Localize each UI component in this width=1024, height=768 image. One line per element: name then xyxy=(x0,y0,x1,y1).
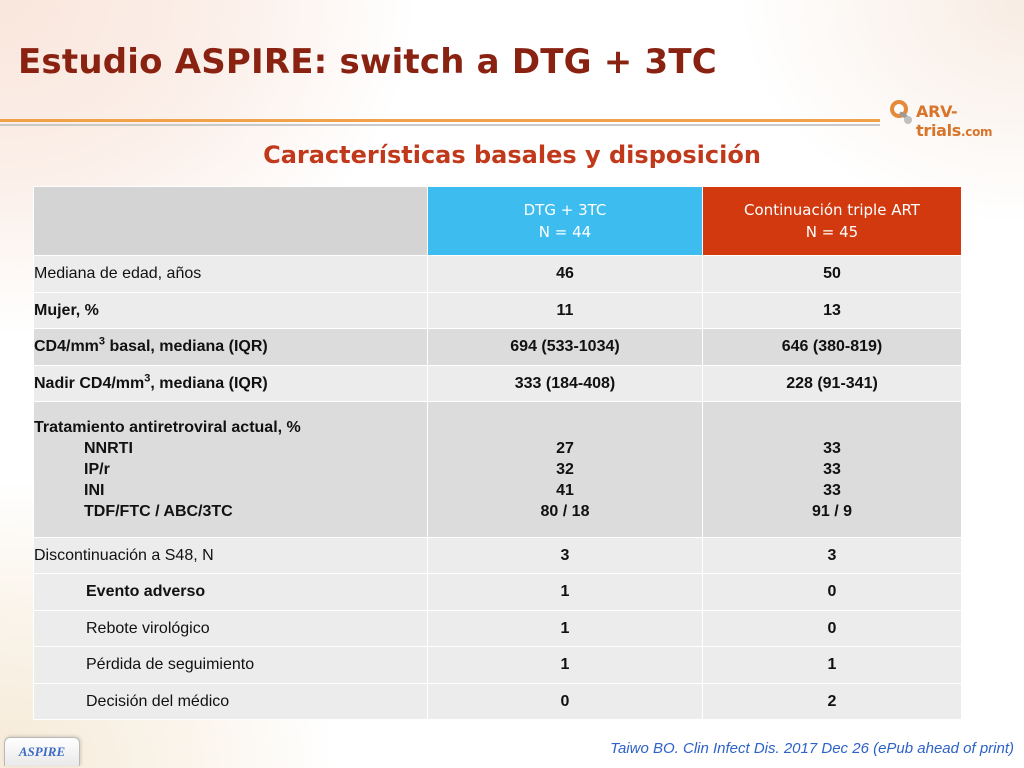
row-label-rebound: Rebote virológico xyxy=(33,610,428,647)
logo-suffix: .com xyxy=(961,125,993,139)
table-row: Decisión del médico 0 2 xyxy=(33,683,962,720)
cell-cont-cd4: 646 (380-819) xyxy=(702,328,962,366)
table-row: Evento adverso 1 0 xyxy=(33,573,962,611)
title-underline-orange xyxy=(0,119,880,122)
table-row: Mediana de edad, años 46 50 xyxy=(33,255,962,293)
cell-dtg-cd4: 694 (533-1034) xyxy=(427,328,703,366)
nadir-label-pre: Nadir CD4/mm xyxy=(34,374,145,392)
cell-cont-art: 33 33 33 91 / 9 xyxy=(702,401,962,538)
cell-cont-rebound: 0 xyxy=(702,610,962,647)
cell-dtg-age: 46 xyxy=(427,255,703,293)
cell-cont-ae: 0 xyxy=(702,573,962,611)
citation: Taiwo BO. Clin Infect Dis. 2017 Dec 26 (… xyxy=(610,740,1014,757)
cd4-label-post: basal, mediana (IQR) xyxy=(105,338,268,355)
cell-cont-lost: 1 xyxy=(702,646,962,684)
header-dtg-name: DTG + 3TC xyxy=(523,201,607,219)
table-row: Discontinuación a S48, N 3 3 xyxy=(33,537,962,574)
cd4-label-sup: 3 xyxy=(98,335,106,348)
art-label: Tratamiento antiretroviral actual, % xyxy=(34,419,301,436)
nadir-label-sup: 3 xyxy=(144,372,151,385)
header-continuation: Continuación triple ART N = 45 xyxy=(702,186,962,256)
dtg-art-nnrti: 27 xyxy=(556,439,574,457)
art-sub-backbone: TDF/FTC / ABC/3TC xyxy=(84,503,233,520)
cell-dtg-women: 11 xyxy=(427,292,703,329)
table-row: Rebote virológico 1 0 xyxy=(33,610,962,647)
row-label-art: Tratamiento antiretroviral actual, % NNR… xyxy=(33,401,428,538)
row-label-disc: Discontinuación a S48, N xyxy=(33,537,428,574)
header-dtg-3tc: DTG + 3TC N = 44 xyxy=(427,186,703,256)
table-row: Pérdida de seguimiento 1 1 xyxy=(33,646,962,684)
art-sub-nnrti: NNRTI xyxy=(84,440,133,457)
header-cont-n: N = 45 xyxy=(805,223,859,241)
logo-main: ARV-trials xyxy=(916,102,962,140)
table-row: Tratamiento antiretroviral actual, % NNR… xyxy=(33,401,962,538)
table-row: Mujer, % 11 13 xyxy=(33,292,962,329)
dtg-art-ini: 41 xyxy=(556,481,574,499)
arv-trials-logo: ARV-trials.com xyxy=(888,96,1016,140)
cd4-label-pre: CD4/mm xyxy=(34,338,99,355)
cell-dtg-ae: 1 xyxy=(427,573,703,611)
cell-cont-nadir: 228 (91-341) xyxy=(702,365,962,402)
row-label-decision: Decisión del médico xyxy=(33,683,428,720)
row-label-nadir: Nadir CD4/mm3, mediana (IQR) xyxy=(33,365,428,402)
dtg-art-ipr: 32 xyxy=(556,460,574,478)
logo-text: ARV-trials.com xyxy=(916,102,1016,140)
cell-dtg-lost: 1 xyxy=(427,646,703,684)
slide-subtitle: Características basales y disposición xyxy=(263,141,761,169)
cell-dtg-decision: 0 xyxy=(427,683,703,720)
cont-art-nnrti: 33 xyxy=(823,439,841,457)
aspire-tab[interactable]: ASPIRE xyxy=(4,737,80,766)
title-underline-gray xyxy=(0,124,880,126)
logo-mark-icon xyxy=(890,100,912,124)
row-label-cd4: CD4/mm3 basal, mediana (IQR) xyxy=(33,328,428,366)
cell-dtg-nadir: 333 (184-408) xyxy=(427,365,703,402)
dtg-art-backbone: 80 / 18 xyxy=(540,502,590,520)
header-cont-name: Continuación triple ART xyxy=(744,201,920,219)
header-blank-cell xyxy=(33,186,428,256)
cell-dtg-art: 27 32 41 80 / 18 xyxy=(427,401,703,538)
cell-cont-women: 13 xyxy=(702,292,962,329)
row-label-lost: Pérdida de seguimiento xyxy=(33,646,428,684)
slide-title: Estudio ASPIRE: switch a DTG + 3TC xyxy=(18,42,717,82)
art-sub-ini: INI xyxy=(84,482,105,499)
cell-dtg-rebound: 1 xyxy=(427,610,703,647)
cont-art-ini: 33 xyxy=(823,481,841,499)
table-header-row: DTG + 3TC N = 44 Continuación triple ART… xyxy=(33,186,962,256)
row-label-ae: Evento adverso xyxy=(33,573,428,611)
art-sub-ipr: IP/r xyxy=(84,461,110,478)
table-row: Nadir CD4/mm3, mediana (IQR) 333 (184-40… xyxy=(33,365,962,402)
cont-art-ipr: 33 xyxy=(823,460,841,478)
row-label-age: Mediana de edad, años xyxy=(33,255,428,293)
header-dtg-n: N = 44 xyxy=(538,223,592,241)
cell-dtg-disc: 3 xyxy=(427,537,703,574)
cell-cont-age: 50 xyxy=(702,255,962,293)
nadir-label-post: , mediana (IQR) xyxy=(150,374,268,392)
row-label-women: Mujer, % xyxy=(33,292,428,329)
cell-cont-disc: 3 xyxy=(702,537,962,574)
cont-art-backbone: 91 / 9 xyxy=(811,502,853,520)
baseline-table: DTG + 3TC N = 44 Continuación triple ART… xyxy=(33,186,962,720)
table-row: CD4/mm3 basal, mediana (IQR) 694 (533-10… xyxy=(33,328,962,366)
cell-cont-decision: 2 xyxy=(702,683,962,720)
